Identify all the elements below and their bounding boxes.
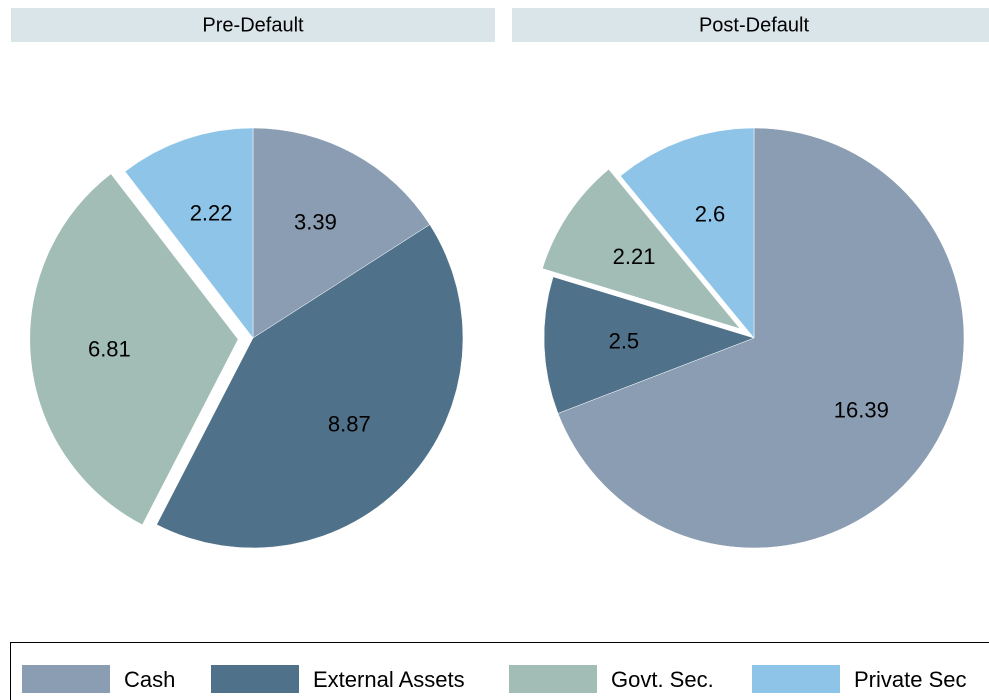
slice-label: 6.81 [88, 337, 131, 362]
slice-label: 16.39 [834, 398, 889, 423]
legend-swatch [211, 665, 299, 693]
slice-label: 2.21 [613, 244, 656, 269]
slice-label: 2.22 [190, 201, 233, 226]
pie-slice [543, 276, 755, 414]
panel-header [512, 8, 989, 42]
pie-slice [28, 171, 241, 528]
slice-label: 8.87 [328, 411, 371, 436]
legend-label: External Assets [313, 667, 465, 692]
slice-label: 2.6 [695, 201, 726, 226]
legend-swatch [509, 665, 597, 693]
panel-header [11, 8, 495, 42]
pie-slice [156, 224, 464, 549]
pie-slice [540, 166, 746, 333]
legend-label: Govt. Sec. [611, 667, 714, 692]
legend-label: Cash [124, 667, 175, 692]
pie-slice [124, 127, 254, 339]
legend-swatch [22, 665, 110, 693]
slice-label: 3.39 [294, 210, 337, 235]
panel-title: Post-Default [699, 14, 809, 36]
legend-swatch [752, 665, 840, 693]
slice-label: 2.5 [609, 328, 640, 353]
pie-slice [252, 127, 431, 339]
legend-label: Private Sec [854, 667, 967, 692]
panel-title: Pre-Default [202, 14, 304, 36]
pie-slice [620, 127, 755, 339]
pie-slice [557, 127, 965, 549]
